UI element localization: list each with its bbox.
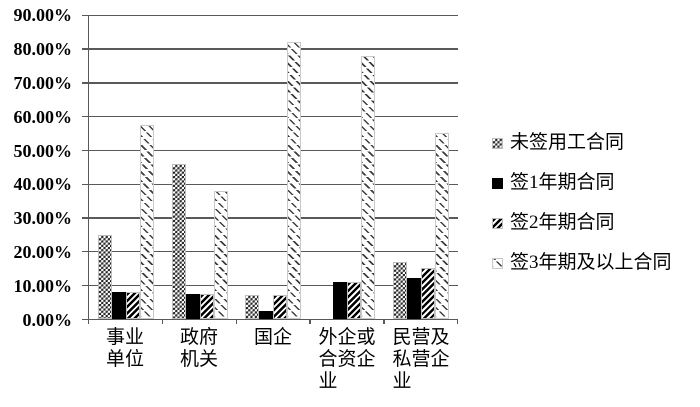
gridline	[89, 149, 458, 152]
bar	[213, 190, 228, 319]
bar	[199, 293, 214, 319]
legend-item: 签3年期及以上合同	[492, 251, 672, 275]
y-tick	[82, 14, 89, 16]
x-tick	[161, 319, 164, 324]
bar-group	[163, 15, 237, 319]
x-category-label: 民营及 私营企 业	[392, 327, 450, 392]
bar-groups	[89, 15, 458, 319]
x-category-label: 事业 单位	[105, 327, 144, 370]
x-category-label: 国企	[253, 327, 292, 348]
y-tick-label: 0.00%	[22, 310, 73, 330]
bar-group	[237, 15, 311, 319]
gridline	[89, 82, 458, 84]
y-tick-label: 30.00%	[13, 208, 73, 229]
y-tick-label: 60.00%	[13, 106, 73, 127]
gridline	[89, 284, 458, 287]
y-tick-label: 40.00%	[13, 174, 73, 195]
gridline	[89, 183, 458, 185]
y-tick-label: 50.00%	[13, 140, 73, 161]
bar	[111, 291, 126, 319]
legend-swatch-solid	[492, 177, 503, 189]
legend-label: 未签用工合同	[510, 132, 625, 153]
bar-group	[384, 15, 458, 319]
x-tick	[383, 319, 385, 324]
bar	[347, 281, 362, 319]
legend-label: 签3年期及以上合同	[510, 252, 672, 273]
bar	[393, 261, 408, 319]
x-tick	[88, 319, 90, 324]
bar	[435, 133, 450, 319]
x-tick	[457, 319, 459, 324]
bar	[171, 163, 186, 319]
y-tick	[82, 251, 89, 253]
legend-label: 签2年期合同	[510, 212, 615, 233]
bar	[259, 310, 274, 319]
legend-swatch-hatch	[492, 217, 503, 229]
legend-item: 未签用工合同	[492, 131, 672, 155]
y-tick	[82, 48, 89, 50]
y-tick	[82, 284, 89, 287]
legend-item: 签1年期合同	[492, 171, 672, 195]
gridline	[89, 116, 458, 118]
bar	[273, 295, 288, 319]
bar	[421, 268, 436, 319]
legend-swatch-checker	[492, 137, 503, 149]
y-tick	[82, 183, 89, 185]
y-tick-label: 70.00%	[13, 72, 73, 93]
bar	[185, 293, 200, 319]
bar	[361, 55, 376, 319]
x-category-label: 政府 机关	[179, 327, 218, 370]
bar	[125, 291, 140, 319]
legend-item: 签2年期合同	[492, 211, 672, 235]
bar-group	[310, 15, 384, 319]
y-tick	[82, 82, 89, 84]
x-category-label: 外企或 合资企 业	[318, 327, 376, 392]
y-tick-label: 10.00%	[13, 276, 73, 297]
bar	[139, 124, 154, 319]
y-tick-label: 90.00%	[13, 5, 73, 25]
bar	[287, 42, 302, 319]
x-tick	[309, 319, 311, 324]
x-axis-labels: 事业 单位 政府 机关 国企 外企或 合资企 业民营及 私营企 业	[88, 327, 458, 393]
bar	[333, 281, 348, 319]
legend-swatch-lightdiag	[492, 257, 503, 269]
legend: 未签用工合同 签1年期合同 签2年期合同 签3年期及以上合同	[492, 131, 672, 275]
plot-area	[82, 14, 459, 324]
y-tick	[82, 217, 89, 219]
gridline	[89, 14, 458, 16]
y-tick	[82, 116, 89, 118]
y-tick	[82, 149, 89, 152]
y-axis-labels: 0.00% 10.00% 20.00% 30.00% 40.00% 50.00% 60.00…	[0, 5, 80, 330]
y-tick-label: 80.00%	[13, 38, 73, 59]
bar	[407, 278, 422, 319]
bar	[97, 234, 112, 319]
gridline	[89, 48, 458, 50]
gridline	[89, 251, 458, 253]
legend-label: 签1年期合同	[510, 172, 615, 193]
gridline	[89, 217, 458, 219]
y-tick	[82, 318, 89, 320]
bar-group	[89, 15, 163, 319]
y-tick-label: 20.00%	[13, 242, 73, 263]
bar	[245, 295, 260, 319]
x-tick	[235, 319, 237, 324]
